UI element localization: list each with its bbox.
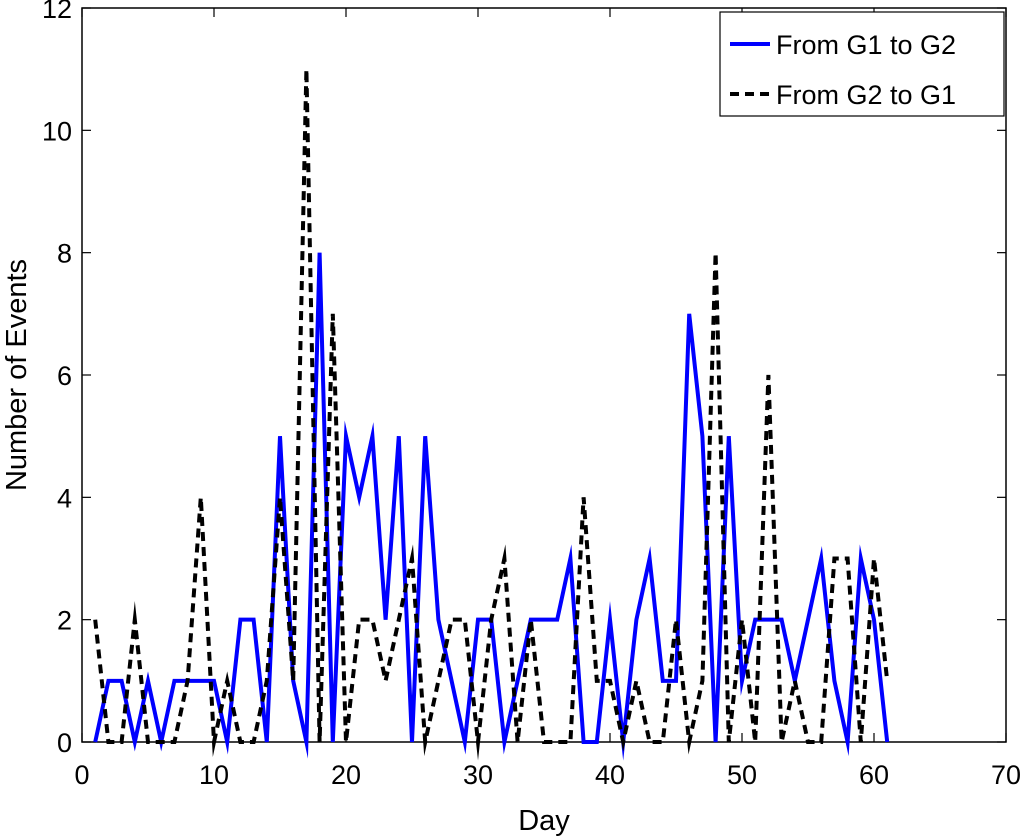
x-axis-label: Day	[518, 805, 570, 836]
legend-label-g1-to-g2: From G1 to G2	[776, 30, 956, 60]
x-tick-label: 20	[331, 760, 361, 790]
x-tick-label: 60	[859, 760, 889, 790]
axis-tick-labels: 0 10 20 30 40 50 60 70 0 2 4 6 8 10 12	[42, 0, 1021, 790]
plot-area	[81, 7, 1007, 743]
legend-box	[719, 11, 1005, 117]
x-tick-label: 70	[991, 760, 1021, 790]
y-tick-label: 12	[42, 0, 72, 24]
x-tick-label: 40	[595, 760, 625, 790]
y-axis-label: Number of Events	[1, 259, 33, 491]
y-tick-label: 2	[57, 606, 72, 636]
y-tick-label: 4	[57, 483, 72, 513]
x-tick-label: 0	[74, 760, 89, 790]
y-tick-label: 6	[57, 361, 72, 391]
series-line-g2-to-g1	[93, 69, 890, 761]
x-tick-label: 50	[727, 760, 757, 790]
y-tick-label: 8	[57, 239, 72, 269]
x-tick-label: 10	[199, 760, 229, 790]
y-tick-label: 10	[42, 116, 72, 146]
y-tick-label: 0	[57, 728, 72, 758]
legend: From G1 to G2 From G2 to G1	[719, 11, 1005, 117]
x-tick-label: 30	[463, 760, 493, 790]
legend-label-g2-to-g1: From G2 to G1	[776, 80, 956, 110]
series-lines	[93, 69, 890, 761]
